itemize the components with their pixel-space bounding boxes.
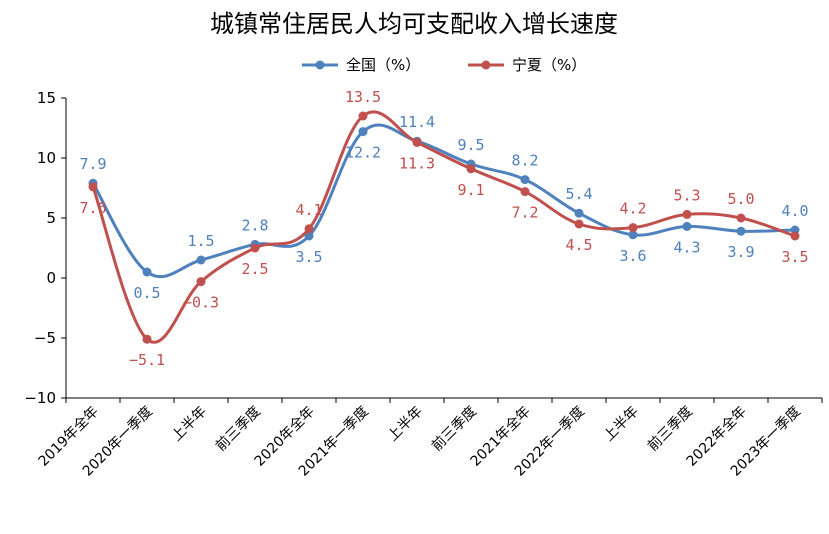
y-tick-label: 0 (46, 269, 56, 287)
data-label-national: 1.5 (187, 232, 214, 250)
data-point-ningxia (790, 231, 800, 241)
data-point-ningxia (736, 213, 746, 223)
data-label-ningxia: 4.5 (565, 236, 592, 254)
data-label-national: 3.6 (619, 247, 646, 265)
legend: 全国（%） 宁夏（%） (302, 56, 586, 74)
series-layer (88, 110, 800, 344)
data-label-ningxia: 4.1 (295, 201, 322, 219)
data-label-national: 11.4 (399, 113, 435, 131)
data-label-ningxia: 7.2 (511, 204, 538, 222)
data-point-national (682, 221, 692, 231)
x-tick-label: 前三季度 (644, 403, 696, 455)
data-label-national: 3.5 (295, 248, 322, 266)
legend-label-national: 全国（%） (346, 56, 420, 74)
data-label-ningxia: 7.6 (79, 199, 106, 217)
data-label-ningxia: 11.3 (399, 154, 435, 172)
y-tick-label: 5 (46, 209, 56, 227)
x-tick-label: 前三季度 (212, 403, 264, 455)
data-label-ningxia: 5.3 (673, 186, 700, 204)
data-label-national: 2.8 (241, 216, 268, 234)
x-tick-label: 前三季度 (428, 403, 480, 455)
data-label-ningxia: 4.2 (619, 200, 646, 218)
data-label-national: 7.9 (79, 155, 106, 173)
data-point-national (358, 127, 368, 137)
data-label-ningxia: 9.1 (457, 181, 484, 199)
data-labels: 7.9 0.5 1.5 2.8 3.5 12.2 11.4 9.5 8.2 5.4 3.6 4.3 3.… (79, 88, 808, 369)
data-point-national (628, 230, 638, 240)
legend-marker-ningxia (481, 60, 491, 70)
x-tick-label: 上半年 (169, 404, 210, 445)
data-label-ningxia: −5.1 (129, 351, 165, 369)
series-line-ningxia (91, 110, 797, 344)
data-point-ningxia (628, 223, 638, 233)
data-point-ningxia (304, 224, 314, 234)
data-point-national (304, 231, 314, 241)
data-point-national (736, 226, 746, 236)
y-tick-label: 10 (37, 149, 56, 167)
data-label-ningxia: −0.3 (183, 294, 219, 312)
data-point-ningxia (520, 187, 530, 197)
data-label-ningxia: 3.5 (781, 248, 808, 266)
data-point-national (520, 175, 530, 185)
data-label-national: 4.3 (673, 238, 700, 256)
data-label-ningxia: 2.5 (241, 260, 268, 278)
chart-title: 城镇常住居民人均可支配收入增长速度 (210, 10, 618, 38)
data-point-national (142, 267, 152, 277)
data-point-ningxia (250, 243, 260, 253)
data-point-ningxia (682, 209, 692, 219)
data-label-national: 4.0 (781, 202, 808, 220)
data-point-ningxia (574, 219, 584, 229)
y-tick-label: −10 (24, 389, 56, 407)
x-tick-label: 上半年 (601, 404, 642, 445)
legend-marker-national (315, 60, 325, 70)
data-label-ningxia: 13.5 (345, 88, 381, 106)
y-tick-label: 15 (37, 89, 56, 107)
y-tick-label: −5 (34, 329, 56, 347)
x-tick-label: 上半年 (385, 404, 426, 445)
data-point-ningxia (196, 277, 206, 287)
data-label-ningxia: 5.0 (727, 190, 754, 208)
data-point-ningxia (142, 334, 152, 344)
data-point-national (574, 208, 584, 218)
data-label-national: 8.2 (511, 152, 538, 170)
data-point-ningxia (358, 111, 368, 121)
data-point-ningxia (412, 137, 422, 147)
data-label-national: 12.2 (345, 144, 381, 162)
data-label-national: 0.5 (133, 284, 160, 302)
data-point-ningxia (466, 164, 476, 174)
data-label-national: 5.4 (565, 185, 592, 203)
data-label-national: 3.9 (727, 243, 754, 261)
data-label-national: 9.5 (457, 136, 484, 154)
data-point-ningxia (88, 182, 98, 192)
data-point-national (196, 255, 206, 265)
legend-label-ningxia: 宁夏（%） (512, 56, 586, 74)
